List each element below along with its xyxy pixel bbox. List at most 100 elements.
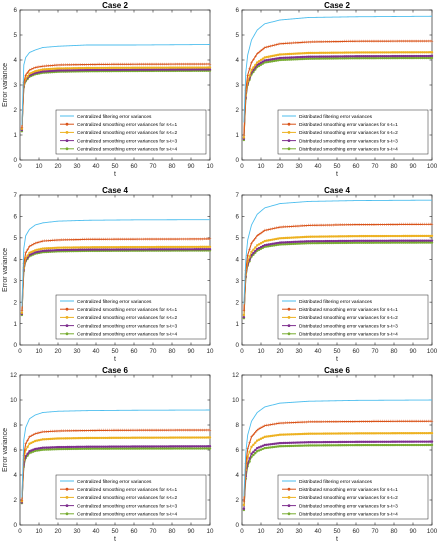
series-marker (299, 235, 303, 239)
series-marker (335, 432, 339, 435)
x-tick-label: 10 (207, 348, 214, 355)
series-marker (402, 440, 405, 443)
series-marker: + (89, 428, 92, 434)
series-marker (324, 239, 327, 243)
series-marker (375, 56, 379, 60)
series-marker: + (142, 237, 145, 243)
series-marker (140, 66, 143, 69)
series-marker: + (391, 419, 394, 425)
series-marker: + (398, 222, 401, 228)
series-marker (125, 245, 128, 249)
series-marker (113, 447, 117, 450)
series-marker: + (153, 237, 156, 243)
series-marker (318, 440, 322, 444)
series-marker (193, 447, 196, 450)
series-marker (157, 248, 160, 251)
series-marker (64, 69, 67, 72)
series-marker: + (106, 237, 109, 243)
series-marker (294, 242, 297, 246)
series-marker (68, 445, 71, 449)
series-marker: + (267, 44, 270, 50)
series-marker (54, 448, 58, 451)
series-marker (408, 239, 411, 242)
series-marker: + (377, 222, 380, 228)
series-marker: + (127, 62, 130, 68)
series-marker (72, 248, 75, 252)
series-marker (322, 55, 325, 58)
series-marker (404, 239, 407, 242)
series-marker: + (79, 62, 82, 68)
series-marker (49, 249, 52, 252)
series-marker (163, 436, 166, 439)
x-tick-label: 20 (55, 163, 62, 170)
x-tick-label: 0 (18, 163, 22, 170)
series-marker: + (159, 237, 162, 243)
series-marker (153, 245, 157, 249)
series-marker (278, 433, 282, 436)
series-marker (172, 245, 176, 249)
series-marker (404, 432, 407, 435)
series-marker (159, 248, 162, 251)
series-marker: + (375, 419, 378, 425)
series-marker (295, 242, 299, 245)
series-marker: + (294, 41, 297, 47)
y-tick-label: 2 (14, 107, 18, 114)
series-marker (430, 443, 434, 447)
series-marker (180, 248, 183, 251)
series-marker: + (142, 62, 145, 68)
series-marker (392, 443, 396, 447)
series-marker (352, 239, 356, 243)
series-marker (102, 66, 105, 70)
series-marker (108, 447, 111, 450)
series-marker (100, 447, 103, 450)
series-marker (309, 55, 312, 58)
series-marker (288, 236, 291, 239)
series-marker: + (368, 39, 371, 45)
series-marker (89, 66, 92, 70)
series-marker (163, 66, 166, 69)
series-marker: + (134, 62, 137, 68)
series-marker (370, 432, 373, 435)
series-marker (284, 56, 287, 59)
series-marker (267, 243, 270, 246)
series-marker (254, 249, 257, 253)
series-marker (409, 440, 413, 443)
series-marker (68, 67, 71, 70)
series-marker (75, 68, 79, 72)
series-marker (303, 235, 306, 239)
series-marker: + (98, 428, 101, 434)
series-marker: + (429, 222, 432, 228)
series-marker (330, 235, 333, 238)
series-marker: + (93, 428, 96, 434)
series-marker (368, 443, 371, 447)
series-marker (345, 55, 348, 58)
series-marker (70, 445, 73, 449)
series-marker (421, 241, 424, 244)
legend-entry: Centralized smoothing error variances fo… (77, 323, 177, 329)
series-marker: + (51, 429, 54, 435)
series-marker (189, 245, 193, 249)
series-marker (35, 439, 39, 442)
series-marker (390, 241, 394, 244)
series-marker: + (336, 223, 339, 229)
series-marker (428, 54, 432, 58)
series-marker (26, 75, 29, 78)
series-marker (297, 240, 301, 243)
series-marker (187, 248, 191, 251)
series-marker (58, 445, 62, 449)
series-marker (136, 248, 139, 251)
series-marker (313, 241, 316, 245)
series-marker (130, 447, 134, 450)
y-tick-label: 6 (14, 447, 18, 454)
series-marker (149, 245, 153, 249)
series-marker (64, 447, 67, 451)
series-marker (70, 437, 73, 440)
series-marker: + (155, 237, 158, 243)
x-tick-label: 10 (207, 528, 214, 535)
series-marker: + (41, 430, 44, 436)
series-marker (352, 443, 356, 447)
series-marker (153, 66, 157, 69)
series-marker (30, 252, 33, 256)
series-marker: + (341, 223, 344, 229)
series-marker (314, 235, 318, 238)
